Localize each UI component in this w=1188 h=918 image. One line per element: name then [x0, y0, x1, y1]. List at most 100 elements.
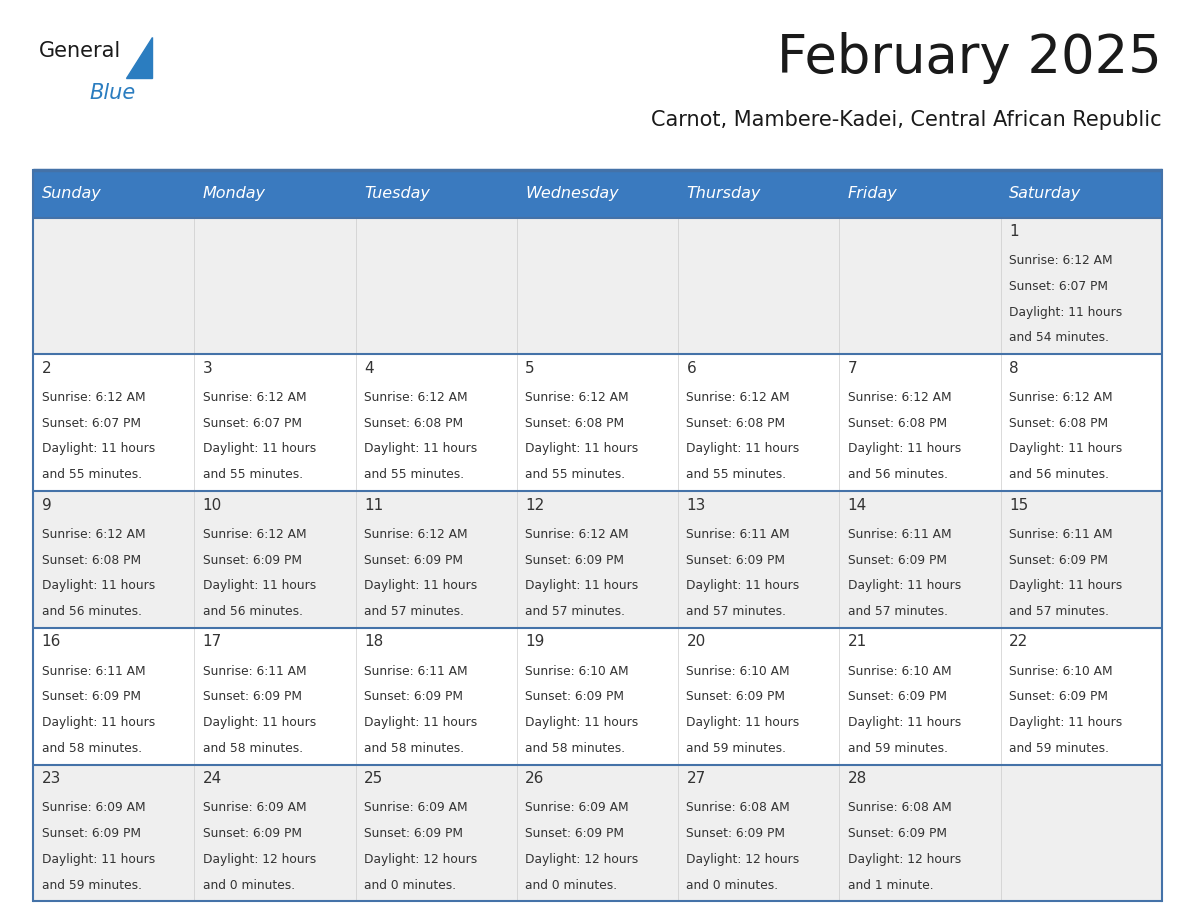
Text: Blue: Blue — [89, 83, 135, 103]
Text: Sunrise: 6:12 AM: Sunrise: 6:12 AM — [525, 391, 628, 404]
Text: 9: 9 — [42, 498, 51, 512]
Text: 13: 13 — [687, 498, 706, 512]
Text: Daylight: 11 hours: Daylight: 11 hours — [42, 442, 154, 455]
Text: Sunset: 6:08 PM: Sunset: 6:08 PM — [364, 417, 463, 430]
Text: Daylight: 11 hours: Daylight: 11 hours — [42, 853, 154, 866]
Text: Daylight: 11 hours: Daylight: 11 hours — [203, 716, 316, 729]
Text: Sunset: 6:09 PM: Sunset: 6:09 PM — [364, 690, 463, 703]
Text: Daylight: 11 hours: Daylight: 11 hours — [42, 579, 154, 592]
Text: Sunset: 6:09 PM: Sunset: 6:09 PM — [1009, 690, 1108, 703]
Text: 6: 6 — [687, 361, 696, 375]
Text: Daylight: 11 hours: Daylight: 11 hours — [203, 442, 316, 455]
Polygon shape — [126, 37, 152, 78]
Text: Sunrise: 6:09 AM: Sunrise: 6:09 AM — [42, 801, 145, 814]
Bar — [33, 765, 1162, 901]
Text: and 56 minutes.: and 56 minutes. — [42, 605, 141, 618]
Text: 28: 28 — [848, 771, 867, 786]
Text: and 0 minutes.: and 0 minutes. — [687, 879, 778, 891]
Text: Sunrise: 6:12 AM: Sunrise: 6:12 AM — [364, 528, 468, 541]
Text: Wednesday: Wednesday — [525, 186, 619, 201]
Text: Sunrise: 6:12 AM: Sunrise: 6:12 AM — [1009, 391, 1113, 404]
Text: Sunset: 6:09 PM: Sunset: 6:09 PM — [1009, 554, 1108, 566]
Text: General: General — [39, 41, 121, 62]
Text: Thursday: Thursday — [687, 186, 760, 201]
Text: and 57 minutes.: and 57 minutes. — [848, 605, 948, 618]
Text: Daylight: 11 hours: Daylight: 11 hours — [42, 716, 154, 729]
Text: and 54 minutes.: and 54 minutes. — [1009, 331, 1108, 344]
Text: 27: 27 — [687, 771, 706, 786]
Text: February 2025: February 2025 — [777, 32, 1162, 84]
Text: 23: 23 — [42, 771, 61, 786]
Text: Sunset: 6:09 PM: Sunset: 6:09 PM — [42, 690, 140, 703]
Text: 24: 24 — [203, 771, 222, 786]
Text: Sunset: 6:09 PM: Sunset: 6:09 PM — [203, 554, 302, 566]
Text: Monday: Monday — [203, 186, 266, 201]
Text: Daylight: 12 hours: Daylight: 12 hours — [525, 853, 638, 866]
Text: Sunrise: 6:11 AM: Sunrise: 6:11 AM — [203, 665, 307, 677]
Text: Sunset: 6:08 PM: Sunset: 6:08 PM — [525, 417, 625, 430]
Text: Sunset: 6:08 PM: Sunset: 6:08 PM — [848, 417, 947, 430]
Text: Sunset: 6:09 PM: Sunset: 6:09 PM — [525, 690, 624, 703]
Text: 3: 3 — [203, 361, 213, 375]
Text: Sunset: 6:09 PM: Sunset: 6:09 PM — [203, 690, 302, 703]
Text: Sunrise: 6:12 AM: Sunrise: 6:12 AM — [42, 391, 145, 404]
Text: Sunrise: 6:11 AM: Sunrise: 6:11 AM — [1009, 528, 1113, 541]
Text: Sunrise: 6:10 AM: Sunrise: 6:10 AM — [687, 665, 790, 677]
Text: Daylight: 11 hours: Daylight: 11 hours — [687, 442, 800, 455]
Text: Sunrise: 6:10 AM: Sunrise: 6:10 AM — [525, 665, 628, 677]
Text: Sunset: 6:09 PM: Sunset: 6:09 PM — [687, 690, 785, 703]
Text: 10: 10 — [203, 498, 222, 512]
Text: Sunset: 6:09 PM: Sunset: 6:09 PM — [525, 554, 624, 566]
Text: 4: 4 — [364, 361, 374, 375]
Text: Sunrise: 6:08 AM: Sunrise: 6:08 AM — [848, 801, 952, 814]
Bar — [33, 354, 1162, 491]
Text: 14: 14 — [848, 498, 867, 512]
Text: Daylight: 11 hours: Daylight: 11 hours — [525, 716, 638, 729]
Bar — [33, 628, 1162, 765]
Text: Sunrise: 6:09 AM: Sunrise: 6:09 AM — [364, 801, 468, 814]
Text: 5: 5 — [525, 361, 535, 375]
Text: and 57 minutes.: and 57 minutes. — [364, 605, 465, 618]
Text: 26: 26 — [525, 771, 544, 786]
Text: Daylight: 11 hours: Daylight: 11 hours — [848, 442, 961, 455]
Text: Sunrise: 6:09 AM: Sunrise: 6:09 AM — [203, 801, 307, 814]
Text: 8: 8 — [1009, 361, 1018, 375]
Text: Daylight: 11 hours: Daylight: 11 hours — [525, 442, 638, 455]
Text: 19: 19 — [525, 634, 544, 649]
Text: Daylight: 11 hours: Daylight: 11 hours — [1009, 579, 1123, 592]
Text: Daylight: 11 hours: Daylight: 11 hours — [848, 716, 961, 729]
Text: and 56 minutes.: and 56 minutes. — [203, 605, 303, 618]
Text: and 0 minutes.: and 0 minutes. — [364, 879, 456, 891]
Text: Sunset: 6:08 PM: Sunset: 6:08 PM — [1009, 417, 1108, 430]
Text: Sunrise: 6:12 AM: Sunrise: 6:12 AM — [1009, 254, 1113, 267]
Text: Sunset: 6:09 PM: Sunset: 6:09 PM — [364, 554, 463, 566]
Text: and 55 minutes.: and 55 minutes. — [364, 468, 465, 481]
Text: Sunset: 6:09 PM: Sunset: 6:09 PM — [364, 827, 463, 840]
Text: Sunrise: 6:11 AM: Sunrise: 6:11 AM — [687, 528, 790, 541]
Text: Saturday: Saturday — [1009, 186, 1081, 201]
Text: and 56 minutes.: and 56 minutes. — [848, 468, 948, 481]
Text: 11: 11 — [364, 498, 384, 512]
Text: Carnot, Mambere-Kadei, Central African Republic: Carnot, Mambere-Kadei, Central African R… — [651, 110, 1162, 130]
Text: Sunrise: 6:12 AM: Sunrise: 6:12 AM — [203, 528, 307, 541]
Text: Sunset: 6:09 PM: Sunset: 6:09 PM — [687, 554, 785, 566]
Text: Sunset: 6:08 PM: Sunset: 6:08 PM — [687, 417, 785, 430]
Text: Sunrise: 6:12 AM: Sunrise: 6:12 AM — [848, 391, 952, 404]
Text: and 59 minutes.: and 59 minutes. — [1009, 742, 1108, 755]
Text: 2: 2 — [42, 361, 51, 375]
Text: Daylight: 11 hours: Daylight: 11 hours — [848, 579, 961, 592]
Text: and 59 minutes.: and 59 minutes. — [42, 879, 141, 891]
Text: Sunset: 6:09 PM: Sunset: 6:09 PM — [848, 554, 947, 566]
Text: 12: 12 — [525, 498, 544, 512]
Text: Daylight: 11 hours: Daylight: 11 hours — [687, 716, 800, 729]
Text: 18: 18 — [364, 634, 384, 649]
Text: Sunset: 6:09 PM: Sunset: 6:09 PM — [687, 827, 785, 840]
Text: Daylight: 12 hours: Daylight: 12 hours — [687, 853, 800, 866]
Text: and 55 minutes.: and 55 minutes. — [42, 468, 141, 481]
Text: Sunrise: 6:12 AM: Sunrise: 6:12 AM — [364, 391, 468, 404]
Text: Sunrise: 6:12 AM: Sunrise: 6:12 AM — [203, 391, 307, 404]
Text: Daylight: 11 hours: Daylight: 11 hours — [1009, 442, 1123, 455]
Text: 7: 7 — [848, 361, 858, 375]
Text: Sunrise: 6:09 AM: Sunrise: 6:09 AM — [525, 801, 628, 814]
Text: and 59 minutes.: and 59 minutes. — [848, 742, 948, 755]
